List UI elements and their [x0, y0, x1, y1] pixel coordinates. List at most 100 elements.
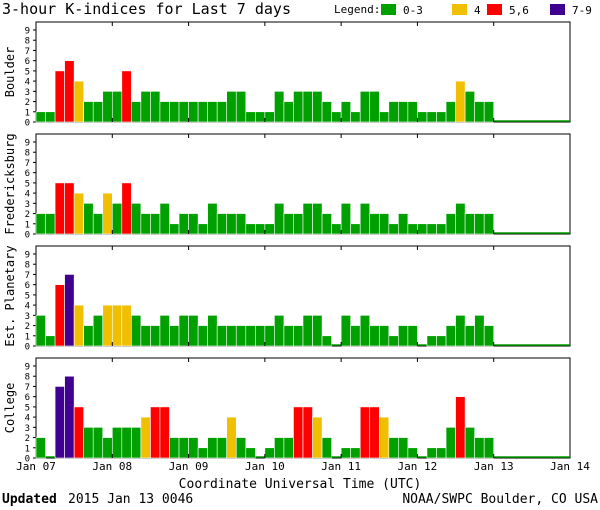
k-bar	[321, 213, 332, 235]
k-bar	[264, 111, 275, 123]
k-bar	[312, 203, 323, 235]
k-bar	[293, 325, 304, 347]
k-bar	[111, 203, 123, 235]
y-tick-label: 3	[25, 424, 30, 434]
k-bar	[235, 91, 247, 123]
k-bar	[321, 335, 332, 347]
k-bar	[426, 223, 437, 235]
k-bar	[369, 325, 380, 347]
k-bar	[178, 315, 189, 347]
legend-label: 4	[474, 4, 481, 17]
k-bar	[283, 437, 294, 459]
k-bar	[64, 375, 75, 459]
k-bar	[264, 325, 275, 347]
k-bar	[378, 325, 390, 347]
k-bar	[111, 91, 123, 123]
y-tick-label: 7	[25, 383, 30, 393]
x-axis-label: Coordinate Universal Time (UTC)	[179, 477, 422, 492]
k-bar	[331, 223, 342, 235]
k-bar	[359, 315, 371, 347]
k-bar	[54, 284, 65, 347]
k-bar	[235, 325, 247, 347]
series-label: Est. Planetary	[3, 245, 17, 346]
y-tick-label: 2	[25, 434, 30, 444]
k-bar	[197, 101, 208, 123]
k-bar	[264, 223, 275, 235]
credit: NOAA/SWPC Boulder, CO USA	[402, 492, 598, 507]
k-bar	[111, 427, 123, 459]
k-bar	[73, 304, 84, 347]
k-bar	[398, 213, 409, 235]
k-bar	[340, 101, 351, 123]
k-bar	[131, 315, 142, 347]
k-bar	[197, 325, 208, 347]
k-bar	[340, 447, 351, 459]
x-tick-label: Jan 08	[92, 460, 132, 473]
k-bar	[312, 416, 323, 459]
k-bar	[445, 325, 456, 347]
k-bar	[197, 447, 208, 459]
k-bar	[312, 315, 323, 347]
chart-title: 3-hour K-indices for Last 7 days	[2, 0, 291, 18]
y-tick-label: 9	[25, 139, 30, 149]
k-bar	[483, 101, 495, 123]
k-bar	[159, 406, 170, 459]
k-bar	[312, 91, 323, 123]
k-bar	[302, 315, 313, 347]
y-tick-label: 2	[25, 210, 30, 220]
k-bar	[121, 304, 132, 347]
y-tick-label: 9	[25, 363, 30, 373]
k-bar	[398, 437, 409, 459]
k-bar	[455, 203, 466, 235]
k-bar	[274, 437, 285, 459]
k-bar	[350, 325, 361, 347]
y-tick-label: 0	[25, 231, 30, 241]
k-bar	[235, 437, 247, 459]
k-bar	[150, 406, 161, 459]
y-tick-label: 6	[25, 169, 30, 179]
k-bar	[398, 101, 409, 123]
k-bar	[83, 203, 94, 235]
k-bar	[73, 80, 84, 123]
k-bar	[369, 213, 380, 235]
k-bar	[207, 437, 218, 459]
k-bar	[398, 325, 409, 347]
k-bar	[159, 101, 170, 123]
k-bar	[216, 437, 228, 459]
x-tick-label: Jan 14	[550, 460, 590, 473]
k-bar	[216, 101, 228, 123]
y-tick-label: 6	[25, 281, 30, 291]
y-tick-label: 6	[25, 57, 30, 67]
k-bar	[274, 315, 285, 347]
y-tick-label: 8	[25, 261, 30, 271]
legend-swatch	[487, 4, 502, 15]
k-bar	[102, 437, 113, 459]
k-bar	[140, 213, 151, 235]
k-bar	[340, 203, 351, 235]
k-bar	[483, 437, 495, 459]
y-tick-label: 2	[25, 322, 30, 332]
k-bar	[35, 213, 46, 235]
k-bar	[245, 223, 256, 235]
k-bar	[54, 386, 65, 459]
k-bar	[64, 60, 75, 123]
k-bar	[255, 325, 266, 347]
k-bar	[188, 437, 199, 459]
k-bar	[388, 101, 399, 123]
k-bar	[54, 182, 65, 235]
k-bar	[436, 447, 447, 459]
k-bar	[283, 325, 294, 347]
x-tick-label: Jan 09	[169, 460, 209, 473]
k-bar	[169, 223, 180, 235]
k-bar	[331, 111, 342, 123]
k-bar	[407, 101, 418, 123]
k-bar	[102, 192, 113, 235]
k-bar	[64, 274, 75, 347]
k-bar	[474, 437, 485, 459]
k-bar	[150, 325, 161, 347]
y-tick-label: 0	[25, 343, 30, 353]
k-bar	[474, 213, 485, 235]
k-bar	[264, 447, 275, 459]
k-bar	[159, 203, 170, 235]
